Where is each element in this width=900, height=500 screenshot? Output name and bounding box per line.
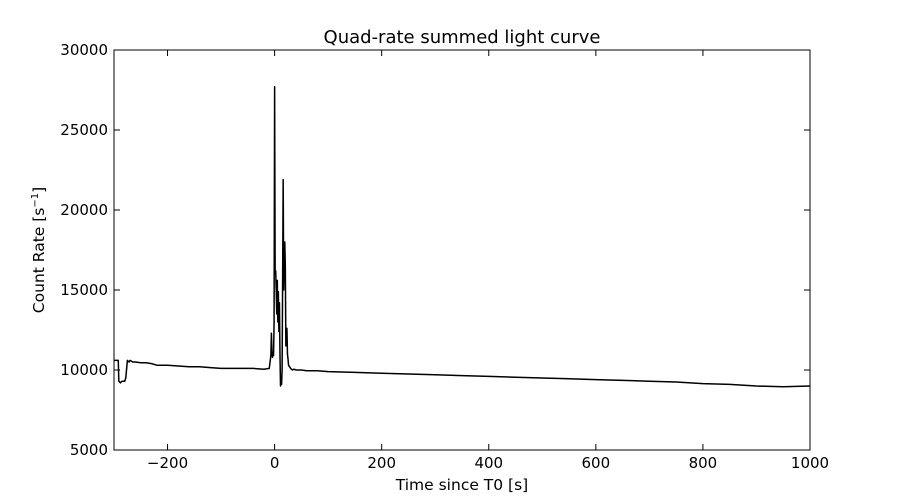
x-tick-label: 800 bbox=[689, 454, 718, 472]
y-tick-label: 15000 bbox=[60, 281, 108, 299]
y-tick-label: 20000 bbox=[60, 201, 108, 219]
y-tick-label: 30000 bbox=[60, 41, 108, 59]
x-tick-label: −200 bbox=[147, 454, 188, 472]
series-line-0 bbox=[114, 86, 810, 388]
y-axis-label: Count Rate [s−1] bbox=[30, 187, 48, 313]
y-tick-label: 5000 bbox=[70, 441, 108, 459]
plot-frame bbox=[113, 49, 811, 451]
y-axis-label-end: ] bbox=[30, 187, 48, 193]
y-tick-label: 25000 bbox=[60, 121, 108, 139]
y-tick-label: 10000 bbox=[60, 361, 108, 379]
y-axis-label-exponent: −1 bbox=[30, 193, 41, 208]
x-tick-label: 1000 bbox=[791, 454, 829, 472]
chart-title: Quad-rate summed light curve bbox=[324, 27, 601, 48]
x-tick-label: 0 bbox=[270, 454, 280, 472]
x-tick-label: 400 bbox=[474, 454, 503, 472]
x-tick-label: 200 bbox=[367, 454, 396, 472]
x-axis-label: Time since T0 [s] bbox=[395, 476, 528, 494]
x-tick-label: 600 bbox=[582, 454, 611, 472]
y-axis-label-main: Count Rate [s bbox=[30, 208, 48, 314]
